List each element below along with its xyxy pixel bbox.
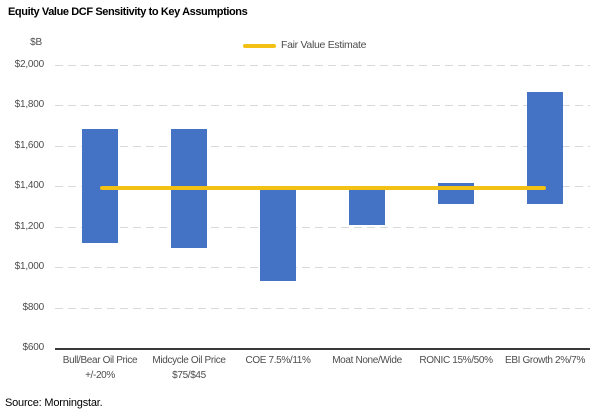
- y-tick-label: $2,000: [14, 59, 45, 70]
- y-tick-label: $1,200: [14, 221, 45, 232]
- x-category-label-line: RONIC 15%/50%: [419, 355, 493, 366]
- x-category-label: Bull/Bear Oil Price +/-20%: [45, 353, 155, 383]
- legend-label: Fair Value Estimate: [281, 39, 367, 51]
- y-gridline: [55, 146, 590, 147]
- x-category-label-line: COE 7.5%/11%: [245, 355, 311, 366]
- y-gridline: [55, 227, 590, 228]
- y-axis-unit-label: $B: [30, 37, 42, 48]
- x-category-label: Midcycle Oil Price $75/$45: [134, 353, 244, 383]
- y-tick-label: $600: [22, 342, 45, 353]
- y-tick-label: $1,600: [14, 140, 45, 151]
- x-category-label-line: EBI Growth 2%/7%: [505, 355, 585, 366]
- x-category-label: COE 7.5%/11%: [223, 353, 333, 368]
- x-category-label-line: Midcycle Oil Price: [152, 355, 226, 366]
- y-tick-label: $1,800: [14, 99, 45, 110]
- x-category-label-line: Moat None/Wide: [332, 355, 402, 366]
- y-tick-label: $1,400: [14, 180, 45, 191]
- fair-value-line: [100, 186, 546, 190]
- x-category-label: Moat None/Wide: [312, 353, 422, 368]
- y-tick-label: $800: [22, 302, 45, 313]
- source-note: Source: Morningstar.: [5, 397, 103, 409]
- chart-title: Equity Value DCF Sensitivity to Key Assu…: [8, 6, 248, 18]
- y-gridline: [55, 105, 590, 106]
- range-bar: [349, 189, 385, 225]
- x-category-label-line: $75/$45: [172, 370, 206, 381]
- x-category-label-line: +/-20%: [85, 370, 115, 381]
- x-category-label: EBI Growth 2%/7%: [490, 353, 600, 368]
- x-axis-line: [55, 348, 590, 350]
- x-category-label-line: Bull/Bear Oil Price: [62, 355, 138, 366]
- fair-value-line-swatch: [243, 44, 276, 48]
- y-tick-label: $1,000: [14, 261, 45, 272]
- range-bar: [260, 189, 296, 281]
- range-bar: [527, 92, 563, 204]
- y-gridline: [55, 308, 590, 309]
- x-category-label: RONIC 15%/50%: [401, 353, 511, 368]
- y-gridline: [55, 267, 590, 268]
- y-gridline: [55, 65, 590, 66]
